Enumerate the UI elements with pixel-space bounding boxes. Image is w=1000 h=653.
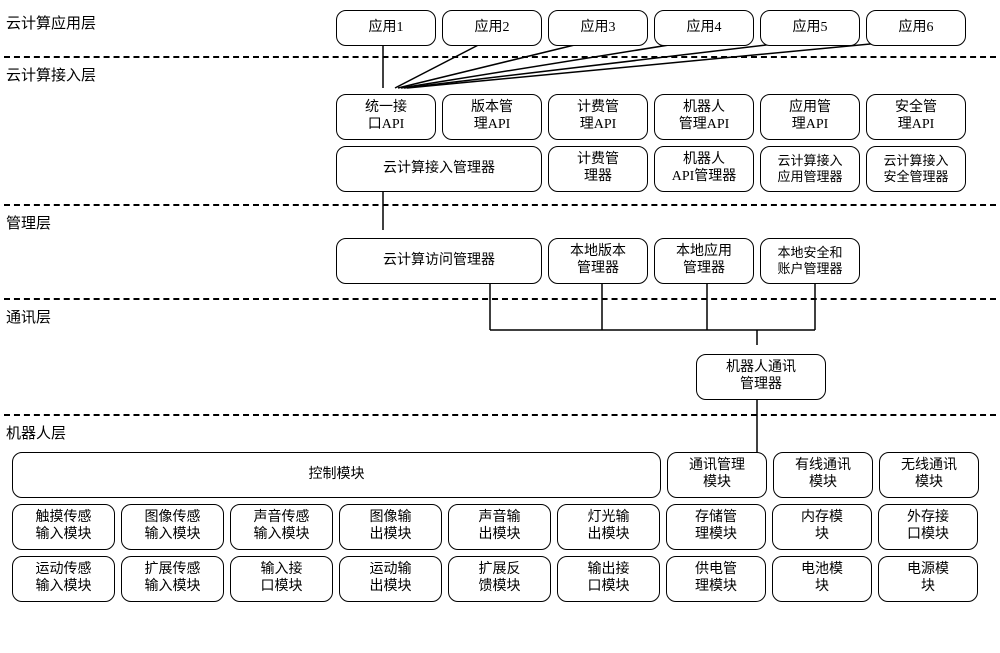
motion-output-box: 运动输出模块 [339,556,442,602]
app-box: 应用6 [866,10,966,46]
image-sensor-box: 图像传感输入模块 [121,504,224,550]
robot-comm-mgr-box: 机器人通讯管理器 [696,354,826,400]
local-app-mgr-box: 本地应用管理器 [654,238,754,284]
separator [4,298,996,300]
app-box: 应用1 [336,10,436,46]
sound-sensor-box: 声音传感输入模块 [230,504,333,550]
battery-module-box: 电池模块 [772,556,872,602]
local-version-mgr-box: 本地版本管理器 [548,238,648,284]
ext-sensor-box: 扩展传感输入模块 [121,556,224,602]
wireless-comm-module-box: 无线通讯模块 [879,452,979,498]
comm-layer-label: 通讯层 [6,306,51,327]
unified-api-box: 统一接口API [336,94,436,140]
app-box: 应用5 [760,10,860,46]
billing-mgr-box: 计费管理器 [548,146,648,192]
light-output-box: 灯光输出模块 [557,504,660,550]
memory-module-box: 内存模块 [772,504,872,550]
touch-sensor-box: 触摸传感输入模块 [12,504,115,550]
cloud-access-layer: 云计算接入层 统一接口API 版本管理API 计费管理API 机器人管理API … [4,60,996,202]
ctrl-module-box: 控制模块 [12,452,661,498]
ext-feedback-box: 扩展反馈模块 [448,556,551,602]
version-api-box: 版本管理API [442,94,542,140]
wired-comm-module-box: 有线通讯模块 [773,452,873,498]
comm-mgmt-module-box: 通讯管理模块 [667,452,767,498]
ext-storage-box: 外存接口模块 [878,504,978,550]
robot-layer: 机器人层 控制模块 通讯管理模块 有线通讯模块 无线通讯模块 触摸传感输入模块 … [4,418,996,608]
separator [4,414,996,416]
output-interface-box: 输出接口模块 [557,556,660,602]
robot-layer-label: 机器人层 [6,422,66,443]
access-mgr-box: 云计算接入管理器 [336,146,542,192]
mgmt-layer: 管理层 云计算访问管理器 本地版本管理器 本地应用管理器 本地安全和账户管理器 [4,208,996,296]
separator [4,204,996,206]
app-mgr-box: 云计算接入应用管理器 [760,146,860,192]
app-box: 应用4 [654,10,754,46]
local-security-mgr-box: 本地安全和账户管理器 [760,238,860,284]
app-box: 应用2 [442,10,542,46]
separator [4,56,996,58]
billing-api-box: 计费管理API [548,94,648,140]
sound-output-box: 声音输出模块 [448,504,551,550]
image-output-box: 图像输出模块 [339,504,442,550]
storage-mgmt-box: 存储管理模块 [666,504,766,550]
mgmt-layer-label: 管理层 [6,212,51,233]
security-api-box: 安全管理API [866,94,966,140]
robotapi-mgr-box: 机器人API管理器 [654,146,754,192]
robot-api-box: 机器人管理API [654,94,754,140]
input-interface-box: 输入接口模块 [230,556,333,602]
power-mgmt-box: 供电管理模块 [666,556,766,602]
cloud-app-layer-label: 云计算应用层 [6,12,96,33]
cloud-access-layer-label: 云计算接入层 [6,64,96,85]
cloud-app-layer: 云计算应用层 应用1 应用2 应用3 应用4 应用5 应用6 [4,8,996,54]
comm-layer: 通讯层 机器人通讯管理器 [4,302,996,412]
security-mgr-box: 云计算接入安全管理器 [866,146,966,192]
app-api-box: 应用管理API [760,94,860,140]
motion-sensor-box: 运动传感输入模块 [12,556,115,602]
visit-mgr-box: 云计算访问管理器 [336,238,542,284]
app-box: 应用3 [548,10,648,46]
psu-module-box: 电源模块 [878,556,978,602]
